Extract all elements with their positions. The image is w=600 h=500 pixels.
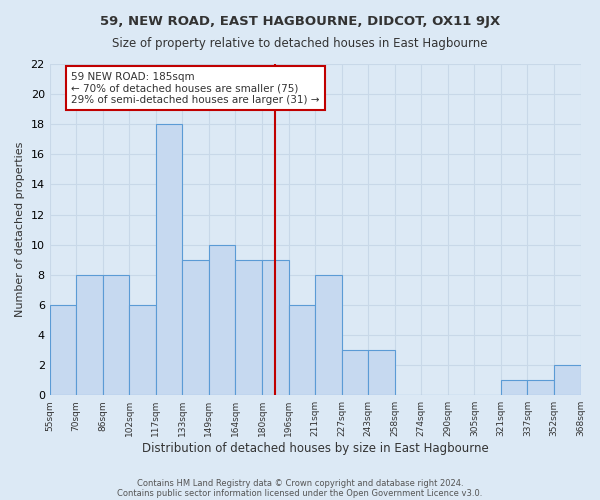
Bar [76,275,103,395]
Bar [527,380,554,395]
Text: Contains HM Land Registry data © Crown copyright and database right 2024.: Contains HM Land Registry data © Crown c… [137,478,463,488]
Bar [368,350,395,395]
X-axis label: Distribution of detached houses by size in East Hagbourne: Distribution of detached houses by size … [142,442,488,455]
Bar [182,260,209,395]
Bar [341,350,368,395]
Bar [289,305,315,395]
Bar [554,365,581,395]
Bar [156,124,182,395]
Text: 59 NEW ROAD: 185sqm
← 70% of detached houses are smaller (75)
29% of semi-detach: 59 NEW ROAD: 185sqm ← 70% of detached ho… [71,72,320,104]
Bar [501,380,527,395]
Bar [50,305,76,395]
Y-axis label: Number of detached properties: Number of detached properties [15,142,25,318]
Text: 59, NEW ROAD, EAST HAGBOURNE, DIDCOT, OX11 9JX: 59, NEW ROAD, EAST HAGBOURNE, DIDCOT, OX… [100,15,500,28]
Bar [209,244,235,395]
Text: Contains public sector information licensed under the Open Government Licence v3: Contains public sector information licen… [118,488,482,498]
Bar [262,260,289,395]
Text: Size of property relative to detached houses in East Hagbourne: Size of property relative to detached ho… [112,38,488,51]
Bar [103,275,129,395]
Bar [235,260,262,395]
Bar [129,305,156,395]
Bar [315,275,341,395]
